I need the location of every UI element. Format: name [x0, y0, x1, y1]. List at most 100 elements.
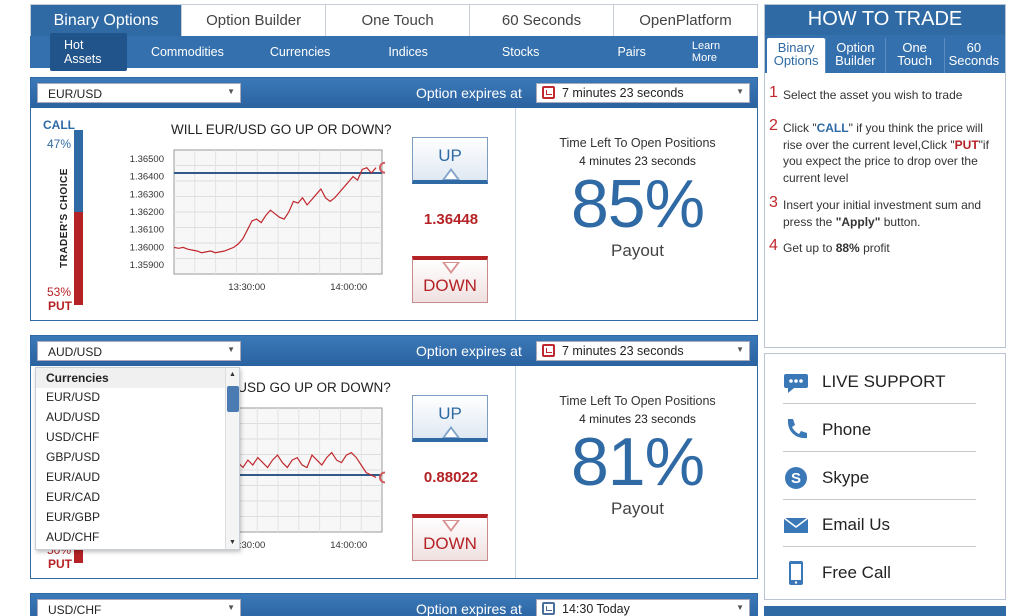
step-text-part: profit [859, 241, 890, 255]
down-arrow-icon [442, 262, 460, 274]
howto-tab-option-builder[interactable]: Option Builder [825, 38, 884, 73]
up-button[interactable]: UP [412, 137, 488, 184]
asset-select[interactable]: AUD/USD ▼ [37, 341, 241, 361]
asset-select[interactable]: EUR/USD ▼ [37, 83, 241, 103]
current-price: 1.36448 [423, 211, 479, 228]
expiry-value: 7 minutes 23 seconds [562, 86, 684, 100]
live-support-link[interactable]: LIVE SUPPORT [783, 360, 976, 404]
dropdown-item[interactable]: EUR/GBP [46, 510, 101, 524]
time-left-value: 4 minutes 23 seconds [579, 154, 696, 168]
phone-icon [783, 417, 809, 443]
subtab-indices[interactable]: Indices [388, 45, 428, 59]
tab-openplatform[interactable]: OpenPlatform [613, 5, 757, 36]
learn-more-link[interactable]: Learn More [691, 40, 721, 64]
step-text-part: Get up to [783, 241, 836, 255]
howto-step: 1 Select the asset you wish to trade [769, 84, 997, 104]
dropdown-item[interactable]: USD/CHF [46, 430, 100, 444]
expiry-select[interactable]: 14:30 Today ▼ [536, 599, 750, 616]
tab-option-builder[interactable]: Option Builder [181, 5, 326, 36]
panel-header: EUR/USD ▼ Option expires at 7 minutes 23… [31, 78, 757, 108]
traders-choice-label: TRADER'S CHOICE [59, 168, 70, 268]
up-button[interactable]: UP [412, 395, 488, 442]
dropdown-item[interactable]: EUR/USD [46, 390, 101, 404]
call-label: CALL [43, 118, 75, 132]
asset-category-tabs: Hot Assets Commodities Currencies Indice… [30, 33, 758, 71]
free-call-label: Free Call [822, 563, 891, 582]
price-series-line [173, 166, 377, 254]
news-box-header [764, 606, 1006, 616]
howto-tab-one-touch[interactable]: One Touch [884, 38, 944, 73]
scroll-down-icon[interactable]: ▼ [229, 539, 236, 546]
down-button[interactable]: DOWN [412, 256, 488, 303]
chat-bubble-icon [783, 369, 809, 395]
support-box: LIVE SUPPORT Phone S Skype Email Us Free… [764, 353, 1006, 600]
down-button-label: DOWN [423, 276, 477, 295]
asset-select[interactable]: USD/CHF ▼ [37, 599, 241, 616]
asset-select-value: EUR/USD [48, 87, 103, 101]
panel-header: AUD/USD ▼ Option expires at 7 minutes 23… [31, 336, 757, 366]
chevron-down-icon: ▼ [227, 603, 235, 612]
scroll-up-icon[interactable]: ▲ [229, 371, 236, 378]
down-button[interactable]: DOWN [412, 514, 488, 561]
expiry-select[interactable]: 7 minutes 23 seconds ▼ [536, 83, 750, 103]
expiry-select[interactable]: 7 minutes 23 seconds ▼ [536, 341, 750, 361]
product-tabs: Binary Options Option Builder One Touch … [30, 4, 758, 36]
howto-tab-binary-options[interactable]: Binary Options [767, 38, 826, 73]
subtab-pairs[interactable]: Pairs [617, 45, 646, 59]
trade-panel-usdchf: USD/CHF ▼ Option expires at 14:30 Today … [30, 593, 758, 616]
phone-link[interactable]: Phone [783, 408, 976, 452]
dropdown-item[interactable]: AUD/CHF [46, 530, 100, 544]
apply-keyword: "Apply" [835, 214, 881, 229]
payout-percent: 85% [570, 166, 705, 242]
tab-one-touch[interactable]: One Touch [325, 5, 470, 36]
down-arrow-icon [442, 520, 460, 532]
how-to-trade-title: HOW TO TRADE [765, 5, 1005, 35]
dropdown-item[interactable]: EUR/CAD [46, 490, 101, 504]
subtab-currencies[interactable]: Currencies [269, 45, 331, 59]
clock-icon [542, 344, 555, 357]
chevron-down-icon: ▼ [736, 87, 744, 96]
time-left-label: Time Left To Open Positions [559, 394, 716, 408]
step-text: Get up to 88% profit [783, 240, 997, 257]
expires-label: Option expires at [416, 85, 522, 101]
clock-icon [542, 602, 555, 615]
dropdown-item[interactable]: GBP/USD [46, 450, 101, 464]
x-tick-label: 13:30:00 [228, 540, 265, 551]
step-text: Insert your initial investment sum and p… [783, 197, 997, 230]
step-number: 2 [769, 117, 778, 134]
email-link[interactable]: Email Us [783, 503, 976, 547]
skype-link[interactable]: S Skype [783, 456, 976, 500]
chevron-down-icon: ▼ [736, 345, 744, 354]
put-label: PUT [48, 557, 72, 571]
step-text-part: "if you expect the price to drop over th… [783, 137, 989, 185]
dropdown-scrollbar[interactable]: ▲ ▼ [225, 368, 239, 549]
step-number: 1 [769, 84, 778, 101]
chevron-down-icon: ▼ [227, 87, 235, 96]
dropdown-item[interactable]: EUR/AUD [46, 470, 101, 484]
expires-label: Option expires at [416, 343, 522, 359]
asset-select-value: USD/CHF [48, 603, 102, 616]
subtab-hot-assets[interactable]: Hot Assets [50, 33, 127, 71]
subtab-commodities[interactable]: Commodities [150, 45, 224, 59]
payout-label: Payout [611, 241, 664, 260]
payout-label: Payout [611, 499, 664, 518]
howto-step: 3 Insert your initial investment sum and… [769, 194, 997, 230]
subtab-stocks[interactable]: Stocks [501, 45, 540, 59]
tab-60-seconds[interactable]: 60 Seconds [469, 5, 614, 36]
divider [515, 108, 516, 320]
down-button-label: DOWN [423, 534, 477, 553]
svg-text:S: S [791, 470, 801, 487]
howto-tab-60-seconds[interactable]: 60 Seconds [943, 38, 1003, 73]
dropdown-item[interactable]: AUD/USD [46, 410, 101, 424]
step-text-part: button. [880, 214, 921, 229]
chevron-down-icon: ▼ [736, 603, 744, 612]
step-text-part: Insert your initial investment sum and p… [783, 198, 982, 229]
expires-label: Option expires at [416, 601, 522, 616]
envelope-icon [783, 512, 809, 538]
call-percent: 47% [47, 137, 72, 151]
tab-binary-options[interactable]: Binary Options [31, 5, 182, 36]
free-call-link[interactable]: Free Call [783, 551, 976, 595]
step-number: 4 [769, 237, 778, 254]
scrollbar-thumb[interactable] [227, 386, 239, 412]
x-tick-label: 14:00:00 [330, 282, 367, 293]
